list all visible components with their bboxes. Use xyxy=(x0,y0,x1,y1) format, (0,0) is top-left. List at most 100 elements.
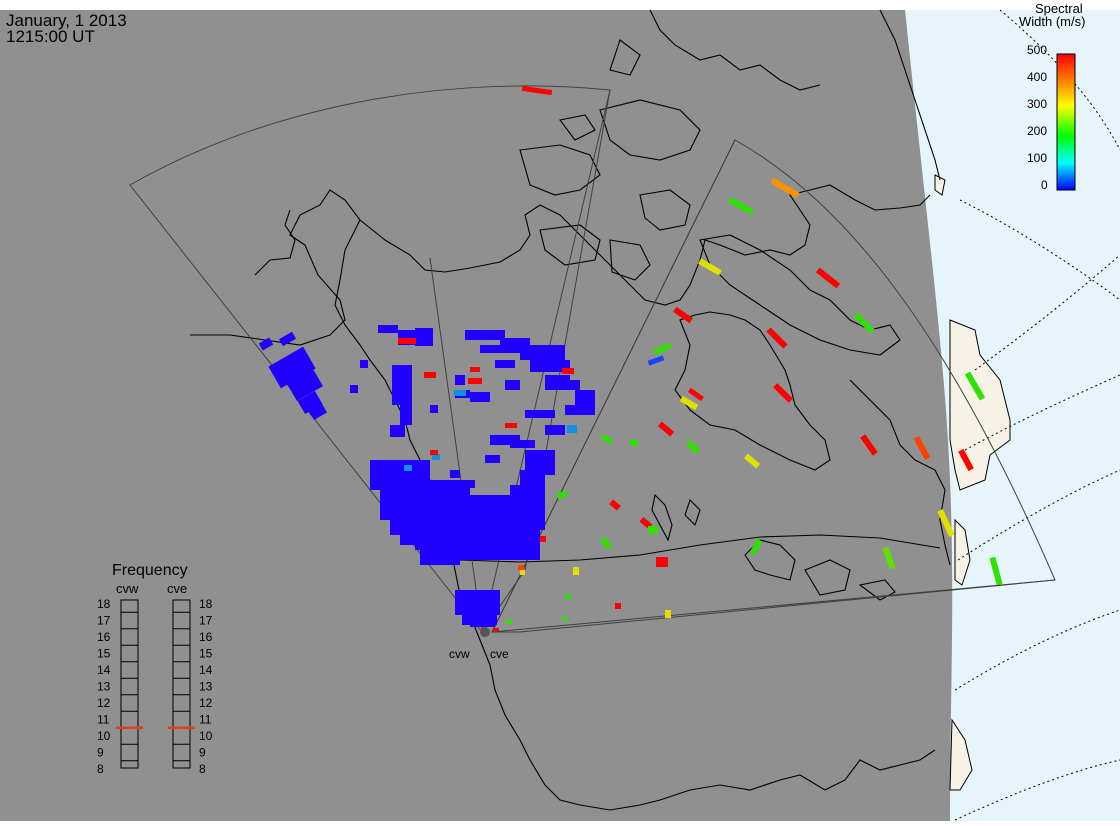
backscatter-cell xyxy=(575,390,595,415)
backscatter-cell xyxy=(506,620,512,624)
backscatter-cell xyxy=(686,439,700,455)
colorbar-title-line1: Spectral xyxy=(1035,1,1083,16)
colorbar-tick: 200 xyxy=(1027,124,1047,138)
backscatter-cell xyxy=(258,337,274,351)
backscatter-cell xyxy=(563,616,567,621)
backscatter-cell xyxy=(470,367,480,372)
frequency-level-left: 15 xyxy=(97,647,111,661)
backscatter-cell xyxy=(698,258,722,276)
backscatter-cell xyxy=(743,453,761,469)
frequency-level-right: 8 xyxy=(199,762,206,776)
backscatter-cell xyxy=(860,434,878,456)
backscatter-cell xyxy=(556,490,568,500)
backscatter-cell xyxy=(573,567,579,575)
backscatter-cell xyxy=(490,435,520,445)
colorbar-tick: 100 xyxy=(1027,151,1047,165)
backscatter-cell xyxy=(937,509,955,537)
frequency-column-right xyxy=(172,599,191,769)
backscatter-cells xyxy=(258,85,1003,631)
backscatter-cell xyxy=(279,331,296,347)
colorbar-title-line2: Width (m/s) xyxy=(1019,14,1085,29)
night-land-patch xyxy=(949,718,973,791)
backscatter-cell xyxy=(450,545,520,560)
frequency-level-left: 10 xyxy=(97,729,111,743)
frequency-radar-right-label: cve xyxy=(167,581,187,596)
frequency-level-right: 10 xyxy=(199,729,213,743)
frequency-level-left: 13 xyxy=(97,680,111,694)
backscatter-cell xyxy=(495,360,515,368)
frequency-level-left: 9 xyxy=(97,746,104,760)
backscatter-cell xyxy=(468,378,482,384)
spectral-width-colorbar: Spectral Width (m/s) 500 400 300 200 100… xyxy=(1019,1,1085,192)
backscatter-cell xyxy=(430,405,438,413)
backscatter-cell xyxy=(530,360,570,372)
frequency-level-right: 15 xyxy=(199,647,213,661)
colorbar-gradient xyxy=(1056,53,1076,191)
backscatter-cell xyxy=(647,355,665,366)
backscatter-cell xyxy=(455,375,465,385)
backscatter-cell xyxy=(470,392,490,402)
backscatter-cell xyxy=(562,368,574,374)
backscatter-cell xyxy=(400,405,412,425)
backscatter-cell xyxy=(913,435,931,461)
frequency-level-left: 14 xyxy=(97,663,111,677)
backscatter-cell xyxy=(268,346,316,389)
backscatter-cell xyxy=(390,425,405,437)
night-land-patch xyxy=(949,319,1011,491)
backscatter-cell xyxy=(350,385,358,393)
radar-sites: cvw cve xyxy=(449,627,509,661)
backscatter-cell xyxy=(505,540,540,560)
frequency-level-left: 17 xyxy=(97,614,111,628)
backscatter-cell xyxy=(766,327,788,349)
backscatter-cell xyxy=(882,546,896,570)
backscatter-cell xyxy=(565,405,577,415)
backscatter-cell xyxy=(773,383,793,403)
backscatter-cell xyxy=(521,85,553,96)
backscatter-cell xyxy=(567,425,577,433)
frequency-level-left: 18 xyxy=(97,597,111,611)
backscatter-cell xyxy=(673,306,693,324)
backscatter-cell xyxy=(615,603,621,609)
date-label: January, 1 2013 xyxy=(6,11,127,30)
backscatter-cell xyxy=(424,372,436,378)
backscatter-cell xyxy=(525,410,555,418)
frequency-level-left: 11 xyxy=(97,713,110,727)
frequency-level-right: 16 xyxy=(199,630,213,644)
backscatter-cell xyxy=(540,536,546,542)
backscatter-cell xyxy=(520,570,525,575)
frequency-level-right: 11 xyxy=(199,713,212,727)
frequency-panel: Frequency cvw cve 18 18 17 17 16 16 15 15 14 14 13… xyxy=(97,562,213,776)
colorbar-tick: 500 xyxy=(1027,43,1047,57)
backscatter-cell xyxy=(964,371,986,401)
backscatter-cell xyxy=(560,380,580,390)
backscatter-cell xyxy=(648,526,658,534)
backscatter-cell xyxy=(450,470,460,478)
backscatter-cell xyxy=(287,368,323,402)
backscatter-cell xyxy=(360,360,368,368)
frequency-level-right: 14 xyxy=(199,663,213,677)
frequency-level-right: 9 xyxy=(199,746,206,760)
backscatter-cell xyxy=(415,328,433,346)
backscatter-cell xyxy=(400,460,408,468)
backscatter-cell xyxy=(308,402,327,420)
backscatter-cell xyxy=(688,387,704,402)
night-side-region xyxy=(905,10,1120,821)
backscatter-cell xyxy=(679,395,699,411)
backscatter-cell xyxy=(545,425,565,435)
backscatter-cell xyxy=(815,267,841,289)
backscatter-cell xyxy=(404,465,412,471)
colorbar-tick: 300 xyxy=(1027,97,1047,111)
backscatter-cell xyxy=(465,480,475,488)
frequency-level-right: 13 xyxy=(199,680,213,694)
colorbar-tick: 0 xyxy=(1041,178,1048,192)
backscatter-cell xyxy=(520,345,565,360)
backscatter-cell xyxy=(600,434,614,445)
frequency-column-left xyxy=(120,599,139,769)
frequency-level-right: 18 xyxy=(199,597,213,611)
backscatter-cell xyxy=(599,536,613,550)
backscatter-cell xyxy=(657,421,675,437)
backscatter-cell xyxy=(770,177,800,199)
backscatter-cell xyxy=(540,455,555,475)
night-land-patch xyxy=(934,174,946,196)
